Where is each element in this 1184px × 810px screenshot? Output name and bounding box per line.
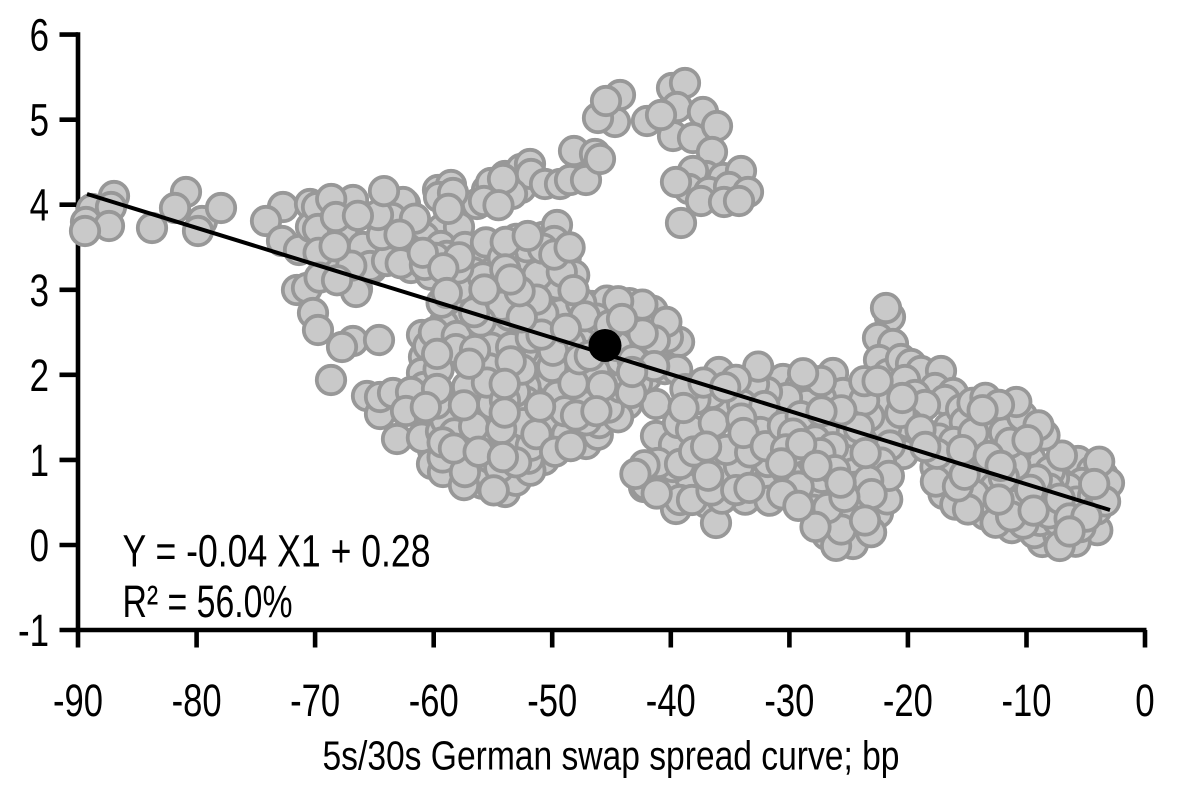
svg-text:5: 5 <box>30 95 49 146</box>
svg-text:2: 2 <box>30 350 49 401</box>
svg-text:-50: -50 <box>527 675 577 726</box>
svg-text:-80: -80 <box>172 675 222 726</box>
svg-text:3: 3 <box>30 265 49 316</box>
svg-text:4: 4 <box>30 180 49 231</box>
svg-text:-30: -30 <box>764 675 814 726</box>
svg-text:R² = 56.0%: R² = 56.0% <box>123 576 293 627</box>
svg-text:0: 0 <box>1135 675 1154 726</box>
svg-text:-10: -10 <box>1002 675 1052 726</box>
svg-text:6: 6 <box>30 10 49 61</box>
svg-text:-40: -40 <box>646 675 696 726</box>
svg-text:-70: -70 <box>290 675 340 726</box>
svg-text:-90: -90 <box>53 675 103 726</box>
svg-text:-1: -1 <box>18 605 49 656</box>
svg-text:0: 0 <box>30 520 49 571</box>
svg-text:-60: -60 <box>409 675 459 726</box>
svg-text:1: 1 <box>30 435 49 486</box>
svg-text:-20: -20 <box>883 675 933 726</box>
svg-text:Y = -0.04 X1 + 0.28: Y = -0.04 X1 + 0.28 <box>123 526 431 577</box>
svg-text:5s/30s German swap spread curv: 5s/30s German swap spread curve; bp <box>323 732 900 778</box>
